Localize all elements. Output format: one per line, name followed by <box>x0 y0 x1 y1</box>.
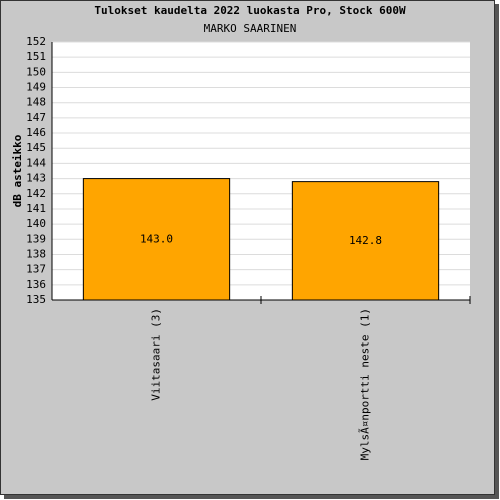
chart-title: Tulokset kaudelta 2022 luokasta Pro, Sto… <box>94 4 406 17</box>
chart-subtitle: MARKO SAARINEN <box>204 22 297 35</box>
y-tick-label: 151 <box>26 50 46 63</box>
value-label: 143.0 <box>140 232 173 245</box>
y-tick-label: 148 <box>26 96 46 109</box>
y-tick-label: 149 <box>26 81 46 94</box>
y-tick-label: 142 <box>26 187 46 200</box>
y-tick-label: 147 <box>26 111 46 124</box>
y-tick-label: 145 <box>26 141 46 154</box>
bar <box>82 178 231 301</box>
bar <box>291 181 440 301</box>
y-axis-label: dB asteikko <box>11 134 24 207</box>
y-tick-label: 139 <box>26 232 46 245</box>
y-tick-label: 144 <box>26 156 46 169</box>
y-tick-label: 135 <box>26 293 46 306</box>
y-tick-label: 141 <box>26 202 46 215</box>
y-tick-label: 152 <box>26 35 46 48</box>
y-tick-label: 143 <box>26 172 46 185</box>
value-label: 142.8 <box>349 234 382 247</box>
y-tick-label: 136 <box>26 278 46 291</box>
x-tick-label: MylsÃ¤nportti neste (1) <box>359 308 372 460</box>
x-tick-label: Viitasaari (3) <box>150 308 163 401</box>
y-tick-label: 150 <box>26 65 46 78</box>
y-tick-label: 146 <box>26 126 46 139</box>
y-tick-label: 137 <box>26 263 46 276</box>
y-tick-label: 138 <box>26 247 46 260</box>
y-tick-label: 140 <box>26 217 46 230</box>
